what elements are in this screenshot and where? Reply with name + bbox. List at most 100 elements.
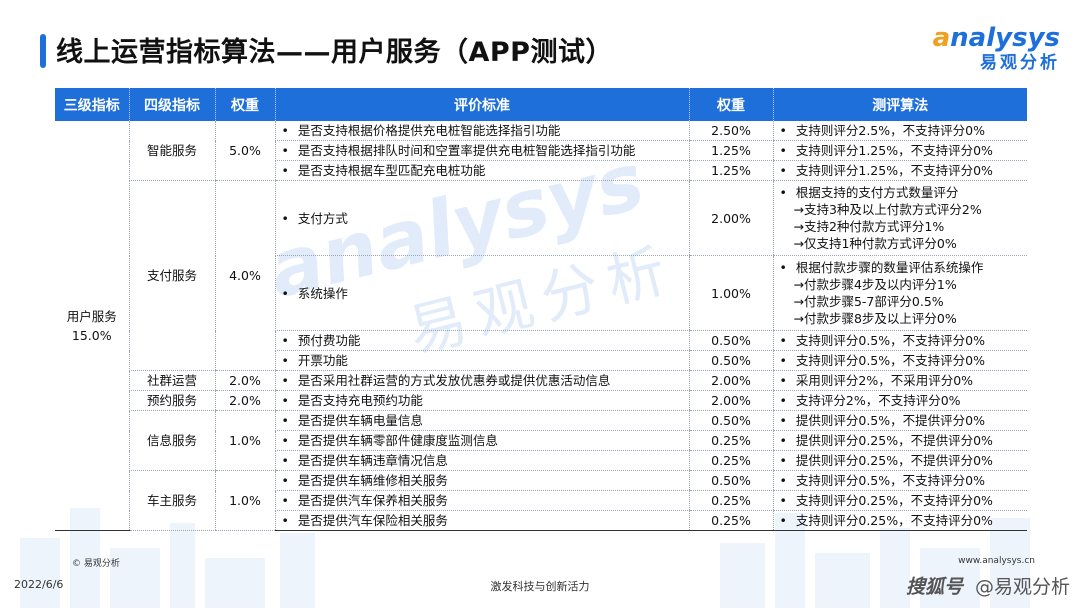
- criterion-cell: 支付方式: [274, 180, 689, 256]
- level4-weight: 2.0%: [214, 390, 275, 411]
- col-header-level4: 四级指标: [128, 88, 215, 121]
- criterion-weight: 0.50%: [688, 410, 773, 431]
- criterion-weight: 1.25%: [688, 160, 773, 181]
- criterion-weight: 2.00%: [688, 370, 773, 391]
- criterion-cell: 是否提供汽车保养相关服务: [274, 490, 689, 511]
- criterion-cell: 是否提供车辆维修相关服务: [274, 470, 689, 491]
- level4-name: 社群运营: [128, 370, 215, 391]
- method-cell: 支持评分2%，不支持评分0%: [772, 390, 1028, 411]
- criterion-weight: 2.00%: [688, 180, 773, 256]
- criterion-cell: 是否提供汽车保险相关服务: [274, 510, 689, 531]
- method-line: 采用则评分2%，不采用评分0%: [780, 372, 1028, 389]
- criterion-cell: 是否提供车辆电量信息: [274, 410, 689, 431]
- level3-weight: 15.0%: [71, 327, 112, 343]
- col-header-weight: 权重: [214, 88, 275, 121]
- level4-weight: 1.0%: [214, 470, 275, 531]
- method-line: 支持则评分0.5%，不支持评分0%: [780, 332, 1028, 349]
- method-subline: →付款步骤8步及以上评分0%: [793, 311, 957, 326]
- method-cell: 提供则评分0.25%，不提供评分0%: [772, 450, 1028, 471]
- method-line: 根据付款步骤的数量评估系统操作: [780, 259, 1028, 276]
- method-cell: 支持则评分0.25%，不支持评分0%: [772, 490, 1028, 511]
- method-subline: →支持2种付款方式评分1%: [793, 219, 945, 234]
- footer-date: 2022/6/6: [14, 578, 64, 591]
- method-cell: 根据支持的支付方式数量评分→支持3种及以上付款方式评分2% →支持2种付款方式评分…: [772, 180, 1028, 256]
- method-subline: →付款步骤4步及以内评分1%: [793, 277, 957, 292]
- criterion-cell: 开票功能: [274, 350, 689, 371]
- method-cell: 采用则评分2%，不采用评分0%: [772, 370, 1028, 391]
- method-cell: 支持则评分0.5%，不支持评分0%: [772, 350, 1028, 371]
- level4-weight: 1.0%: [214, 410, 275, 471]
- method-line: 支持评分2%，不支持评分0%: [780, 392, 1028, 409]
- method-line: 支持则评分0.5%，不支持评分0%: [780, 472, 1028, 489]
- criterion-weight: 0.50%: [688, 470, 773, 491]
- method-line: 支持则评分1.25%，不支持评分0%: [780, 142, 1028, 159]
- method-cell: 支持则评分2.5%，不支持评分0%: [772, 121, 1028, 141]
- method-line: 提供则评分0.25%，不提供评分0%: [780, 432, 1028, 449]
- criterion-cell: 预付费功能: [274, 330, 689, 351]
- criterion-cell: 是否提供车辆违章情况信息: [274, 450, 689, 471]
- level4-weight: 5.0%: [214, 121, 275, 181]
- col-header-criteria: 评价标准: [274, 88, 689, 121]
- title-accent-bar: [40, 34, 46, 68]
- table-row: 用户服务15.0%智能服务5.0%是否支持根据价格提供充电桩智能选择指引功能2.…: [55, 121, 1028, 531]
- criterion-weight: 2.00%: [688, 390, 773, 411]
- criterion-weight: 0.25%: [688, 490, 773, 511]
- col-header-method: 测评算法: [772, 88, 1027, 121]
- level4-name: 支付服务: [128, 180, 215, 371]
- criterion-cell: 是否采用社群运营的方式发放优惠券或提供优惠活动信息: [274, 370, 689, 391]
- method-line: 支持则评分0.25%，不支持评分0%: [780, 512, 1028, 529]
- footer-brand: 搜狐号 @易观分析: [906, 572, 1070, 599]
- level4-name: 车主服务: [128, 470, 215, 531]
- method-cell: 支持则评分0.5%，不支持评分0%: [772, 330, 1028, 351]
- logo-cn: 易观分析: [980, 53, 1060, 73]
- logo-letter-a: a: [932, 23, 951, 53]
- criterion-cell: 是否支持根据车型匹配充电桩功能: [274, 160, 689, 181]
- analysys-logo: analysys 易观分析: [933, 24, 1060, 74]
- method-cell: 提供则评分0.25%，不提供评分0%: [772, 430, 1028, 451]
- source-mark: 搜狐号: [905, 576, 963, 598]
- table-header-row: 三级指标 四级指标 权重 评价标准 权重 测评算法: [55, 88, 1027, 121]
- method-cell: 根据付款步骤的数量评估系统操作→付款步骤4步及以内评分1% →付款步骤5-7部评分…: [772, 255, 1028, 331]
- level4-name: 信息服务: [128, 410, 215, 471]
- brand-handle: @易观分析: [974, 576, 1070, 598]
- col-header-level3: 三级指标: [55, 88, 129, 121]
- level4-name: 智能服务: [128, 121, 215, 181]
- criterion-weight: 1.00%: [688, 255, 773, 331]
- method-line: 提供则评分0.25%，不提供评分0%: [780, 452, 1028, 469]
- criterion-weight: 2.50%: [688, 121, 773, 141]
- logo-wordmark-rest: nalysys: [950, 23, 1060, 53]
- col-header-item-weight: 权重: [688, 88, 773, 121]
- indicator-table: 三级指标 四级指标 权重 评价标准 权重 测评算法 用户服务 15.0% 智能服务 5…: [55, 88, 1027, 531]
- criterion-weight: 0.25%: [688, 510, 773, 531]
- level4-weight: 2.0%: [214, 370, 275, 391]
- method-line: 提供则评分0.5%，不提供评分0%: [780, 412, 1028, 429]
- method-cell: 支持则评分1.25%，不支持评分0%: [772, 160, 1027, 181]
- method-line: 根据支持的支付方式数量评分: [780, 184, 1028, 201]
- method-line: 支持则评分2.5%，不支持评分0%: [780, 122, 1028, 139]
- logo-wordmark: analysys: [933, 24, 1060, 52]
- page-title: 线上运营指标算法——用户服务（APP测试）: [56, 37, 613, 68]
- criterion-cell: 是否支持充电预约功能: [274, 390, 689, 411]
- level4-name: 预约服务: [128, 390, 215, 411]
- method-line: 支持则评分0.25%，不支持评分0%: [780, 492, 1028, 509]
- footer-copyright: © 易观分析: [72, 559, 120, 569]
- method-subline: →仅支持1种付款方式评分0%: [793, 236, 957, 251]
- method-line: 支持则评分0.5%，不支持评分0%: [780, 352, 1028, 369]
- level3-name: 用户服务: [66, 308, 117, 324]
- method-subline: →支持3种及以上付款方式评分2%: [793, 202, 982, 217]
- level4-weight: 4.0%: [214, 180, 275, 371]
- table-row: 支付服务4.0%支付方式2.00%根据支持的支付方式数量评分→支持3种及以上付款…: [55, 180, 1028, 371]
- method-cell: 提供则评分0.5%，不提供评分0%: [772, 410, 1028, 431]
- criterion-cell: 是否提供车辆零部件健康度监测信息: [274, 430, 689, 451]
- criterion-weight: 0.25%: [688, 450, 773, 471]
- level3-cell: 用户服务 15.0%: [55, 121, 129, 531]
- method-cell: 支持则评分0.5%，不支持评分0%: [772, 470, 1028, 491]
